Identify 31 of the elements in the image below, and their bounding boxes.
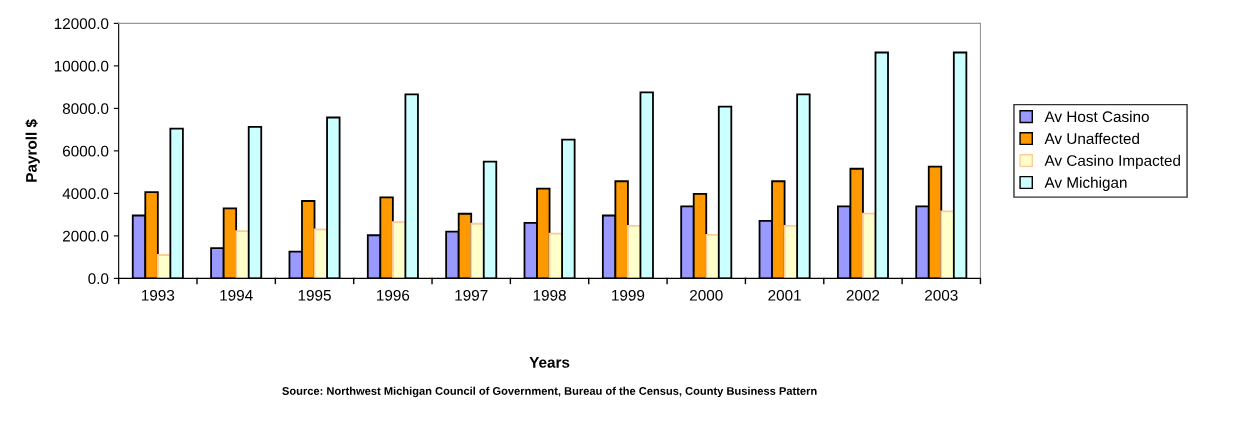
y-tick-label: 8000.0	[62, 103, 109, 115]
y-tick-label: 2000.0	[62, 230, 109, 242]
x-tick-label: 1994	[220, 289, 253, 301]
x-tick-label: 2003	[925, 289, 958, 301]
x-tick-label: 2000	[690, 289, 723, 301]
legend-label: Av Michigan	[1044, 176, 1127, 191]
y-tick-label: 0.0	[88, 273, 109, 285]
x-axis-title: Years	[529, 357, 570, 368]
y-axis-title: Payroll $	[25, 119, 40, 182]
y-tick-label: 4000.0	[62, 188, 109, 200]
bar	[627, 224, 642, 279]
x-tick-label: 1998	[533, 289, 566, 301]
x-tick-label: 1993	[142, 289, 175, 301]
legend-label: Av Host Casino	[1044, 110, 1149, 123]
x-tick-label: 2002	[846, 289, 880, 301]
bar	[862, 212, 877, 279]
y-tick-label: 10000.0	[54, 60, 109, 72]
bar	[940, 210, 955, 279]
x-tick-label: 2001	[768, 289, 801, 301]
x-tick-label: 1995	[298, 289, 331, 301]
x-tick-label: 1996	[377, 289, 410, 301]
bar	[705, 233, 720, 279]
bar	[235, 230, 250, 279]
source-note: Source: Northwest Michigan Council of Government, Bureau of the Census, County Business Pattern	[282, 386, 817, 398]
legend-label: Av Unaffected	[1044, 132, 1139, 145]
y-tick-label: 6000.0	[62, 145, 109, 157]
y-tick-label: 12000.0	[54, 18, 109, 30]
x-tick-label: 1997	[455, 289, 488, 301]
bar	[470, 222, 485, 279]
x-tick-label: 1999	[612, 289, 645, 301]
legend-label: Av Casino Impacted	[1044, 154, 1180, 170]
